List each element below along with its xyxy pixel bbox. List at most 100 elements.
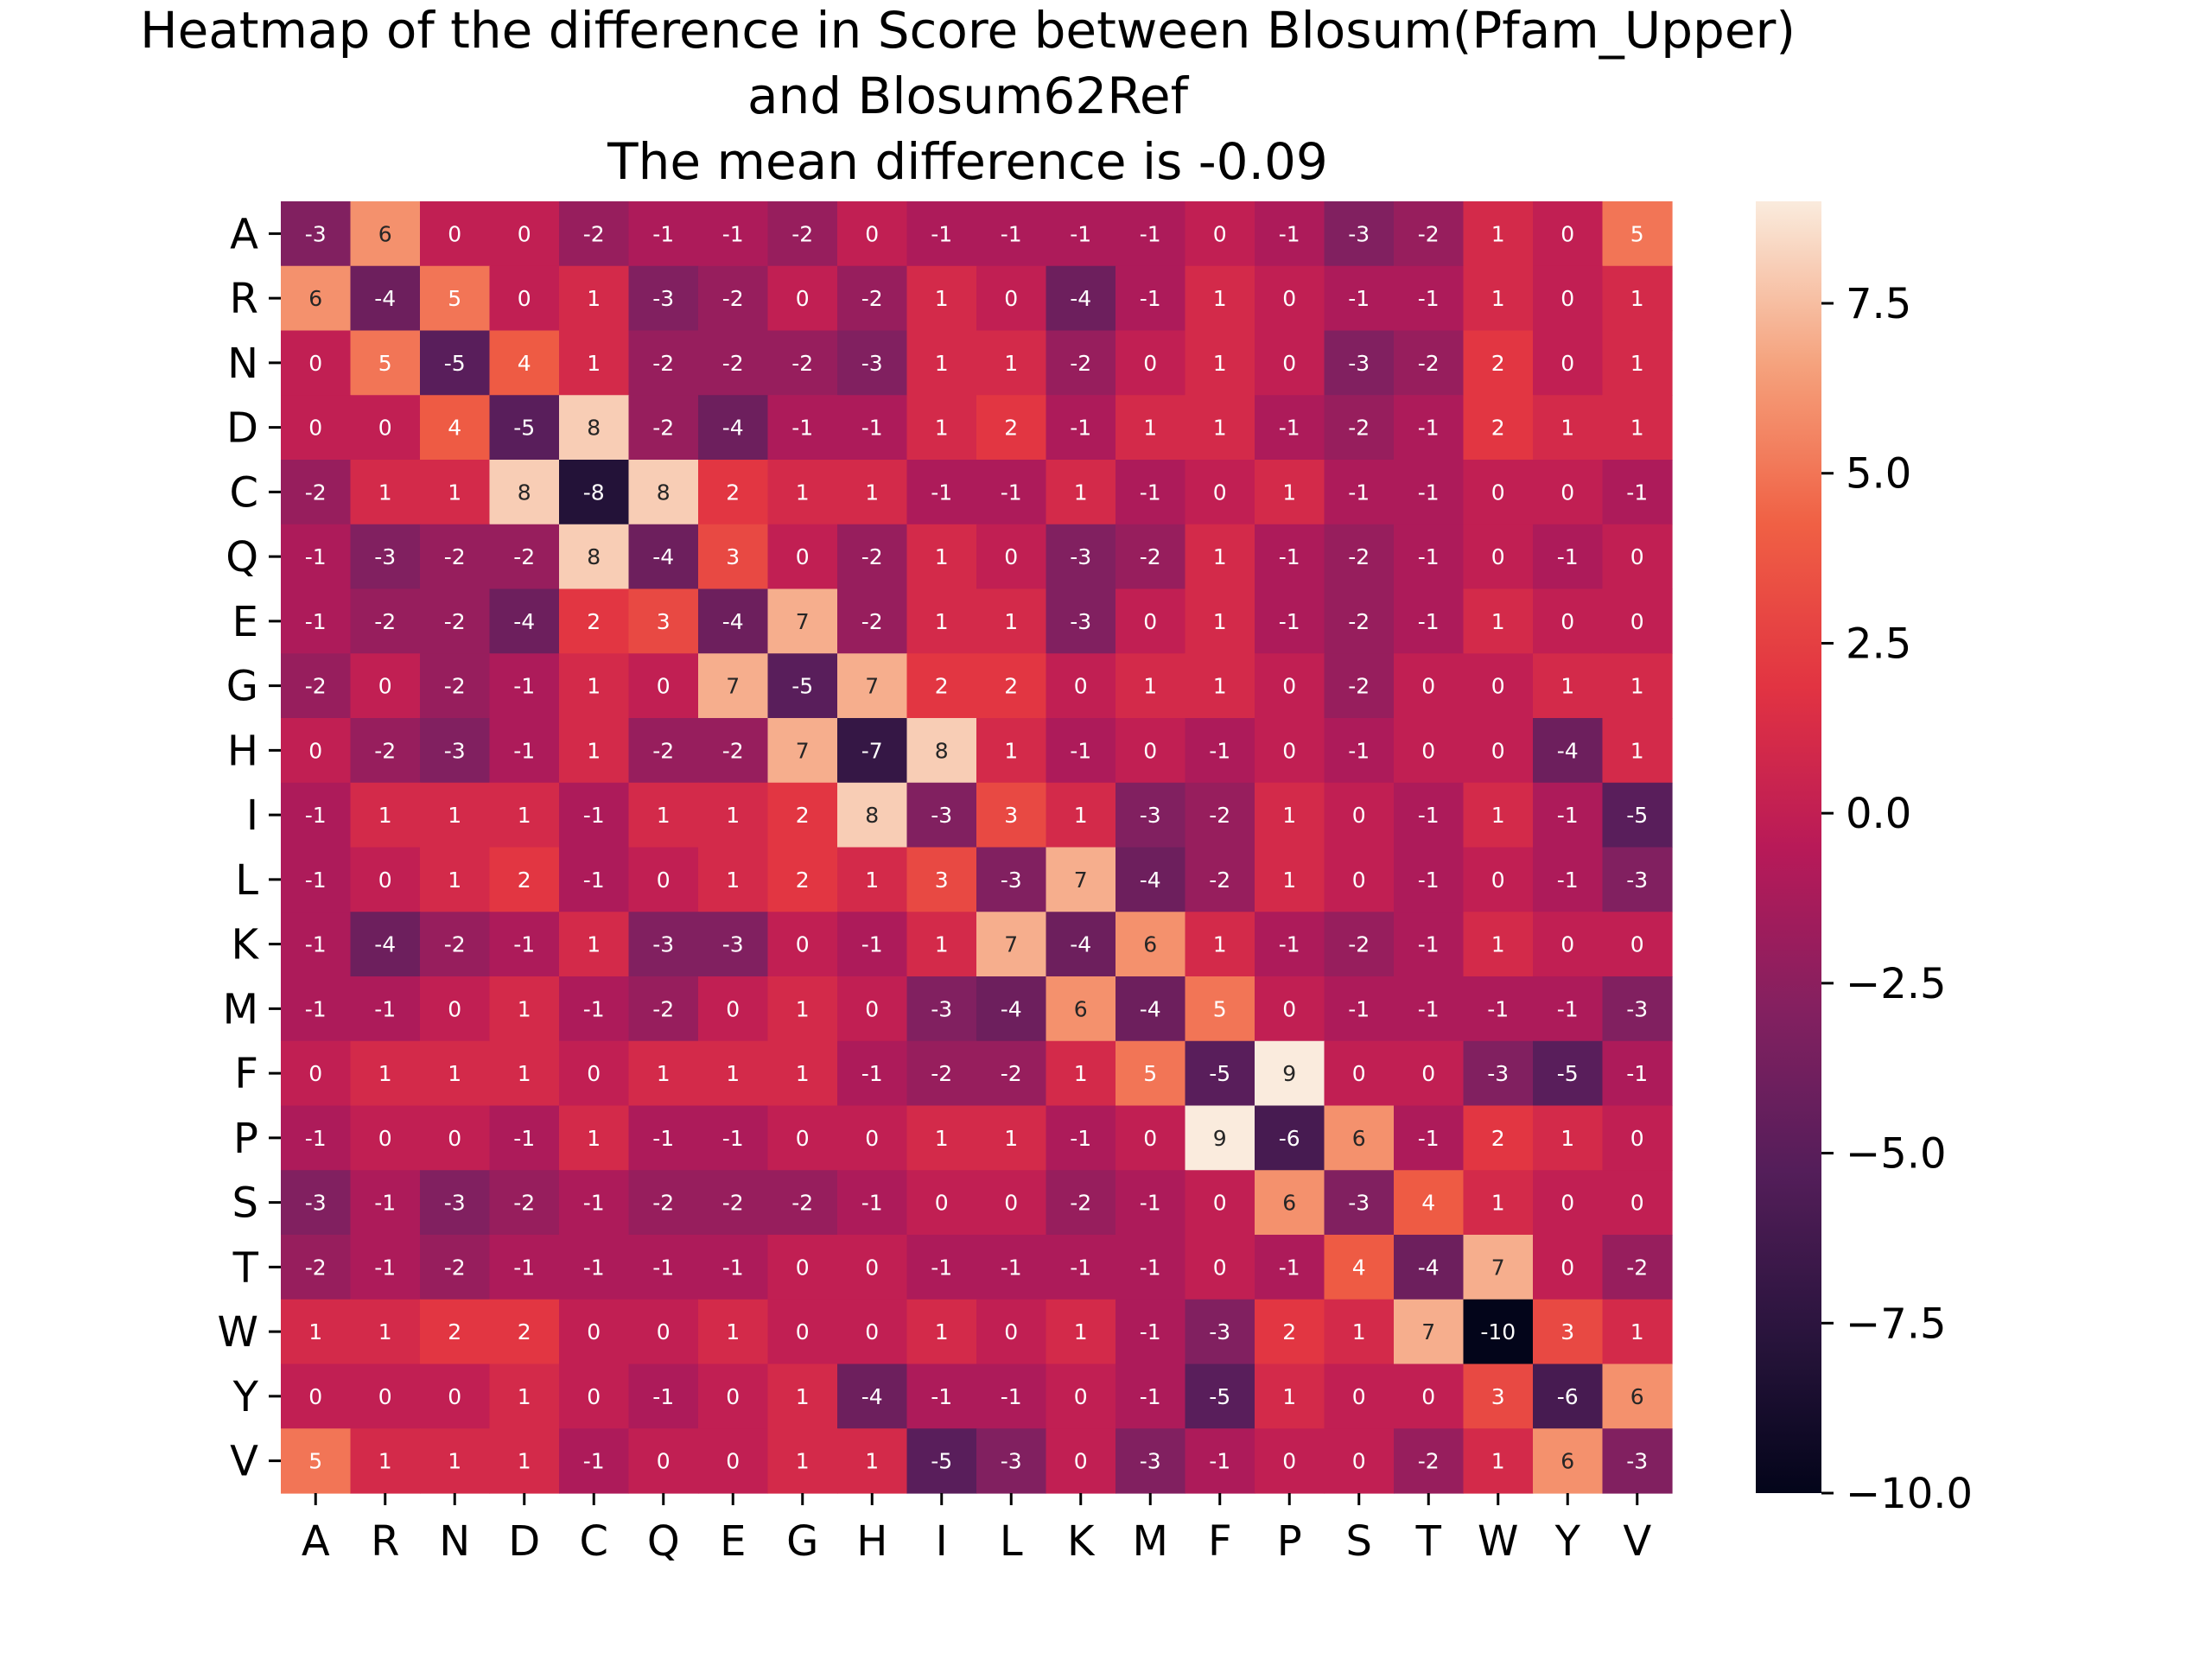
heatmap-cell-D-Q — [628, 395, 699, 461]
heatmap-cell-Y-R — [350, 1363, 421, 1429]
cell-value-C-A: -2 — [305, 480, 327, 505]
heatmap-cell-G-C — [559, 653, 630, 719]
heatmap-cell-P-K — [1046, 1105, 1116, 1171]
cell-value-A-S: -3 — [1348, 221, 1370, 246]
cell-value-G-H: 7 — [865, 674, 879, 699]
heatmap-cell-N-S — [1324, 330, 1395, 396]
cell-value-N-L: 1 — [1004, 351, 1018, 376]
heatmap-cell-I-M — [1116, 782, 1186, 849]
cell-value-H-T: 0 — [1421, 738, 1435, 763]
cell-value-G-L: 2 — [1004, 674, 1018, 699]
heatmap-cell-D-N — [420, 395, 491, 461]
heatmap-cell-C-G — [767, 460, 838, 525]
cell-value-C-T: -1 — [1418, 480, 1440, 505]
heatmap-cell-M-M — [1116, 976, 1186, 1042]
heatmap-cell-A-Q — [628, 201, 699, 267]
heatmap-cell-A-G — [767, 201, 838, 267]
cell-value-G-I: 2 — [935, 674, 949, 699]
heatmap-cell-I-A — [281, 782, 352, 849]
heatmap-cell-R-K — [1046, 265, 1116, 332]
cell-value-V-W: 1 — [1491, 1449, 1505, 1474]
heatmap-cell-G-T — [1394, 653, 1465, 719]
cell-value-E-A: -1 — [305, 609, 327, 634]
cell-value-S-M: -1 — [1140, 1191, 1161, 1216]
heatmap-cell-P-W — [1463, 1105, 1534, 1171]
heatmap-cell-Y-W — [1463, 1363, 1534, 1429]
heatmap-cell-V-E — [698, 1428, 769, 1494]
cell-value-F-Y: -5 — [1557, 1061, 1579, 1086]
cell-value-R-A: 6 — [308, 286, 322, 311]
cell-value-E-T: -1 — [1418, 609, 1440, 634]
cell-value-L-M: -4 — [1140, 868, 1161, 893]
heatmap-cell-I-P — [1255, 782, 1325, 849]
heatmap-cell-Q-A — [281, 524, 352, 590]
cell-value-Q-V: 0 — [1630, 544, 1644, 569]
heatmap-cell-T-A — [281, 1235, 352, 1300]
cell-value-C-D: 8 — [518, 480, 531, 505]
cell-value-D-E: -4 — [722, 416, 744, 441]
heatmap-cell-H-G — [767, 718, 838, 784]
cell-value-R-C: 1 — [587, 286, 601, 311]
cell-value-S-V: 0 — [1630, 1191, 1644, 1216]
cell-value-D-G: -1 — [791, 416, 813, 441]
y-tick-label-F: F — [234, 1050, 258, 1098]
cell-value-Q-R: -3 — [374, 544, 396, 569]
heatmap-cell-C-R — [350, 460, 421, 525]
heatmap-cell-G-V — [1602, 653, 1673, 719]
heatmap-cell-V-K — [1046, 1428, 1116, 1494]
heatmap-cell-N-E — [698, 330, 769, 396]
heatmap-cell-R-Q — [628, 265, 699, 332]
heatmap-cell-H-H — [837, 718, 908, 784]
heatmap-cell-N-Q — [628, 330, 699, 396]
heatmap-cell-H-I — [906, 718, 977, 784]
heatmap-cell-N-C — [559, 330, 630, 396]
heatmap-cell-F-H — [837, 1040, 908, 1107]
cell-value-W-A: 1 — [308, 1319, 322, 1344]
heatmap-cell-F-D — [489, 1040, 560, 1107]
cell-value-G-D: -1 — [513, 674, 535, 699]
cell-value-E-Y: 0 — [1560, 609, 1574, 634]
cell-value-K-W: 1 — [1491, 932, 1505, 957]
heatmap-cell-N-H — [837, 330, 908, 396]
heatmap-cell-K-C — [559, 912, 630, 977]
heatmap-cell-S-K — [1046, 1170, 1116, 1236]
heatmap-cell-Y-K — [1046, 1363, 1116, 1429]
y-tick-label-M: M — [223, 985, 258, 1033]
cell-value-T-K: -1 — [1070, 1255, 1091, 1280]
heatmap-cell-A-R — [350, 201, 421, 267]
chart-title-line-1: Heatmap of the difference in Score betwe… — [139, 1, 1796, 60]
heatmap-cell-W-K — [1046, 1299, 1116, 1365]
cell-value-Q-Q: -4 — [652, 544, 674, 569]
cell-value-H-F: -1 — [1209, 738, 1230, 763]
cell-value-M-M: -4 — [1140, 996, 1161, 1021]
heatmap-cell-I-R — [350, 782, 421, 849]
heatmap-cell-M-K — [1046, 976, 1116, 1042]
cell-value-N-A: 0 — [308, 351, 322, 376]
heatmap-cell-N-F — [1185, 330, 1255, 396]
heatmap-cell-E-V — [1602, 588, 1673, 654]
heatmap-cell-W-W — [1463, 1299, 1534, 1365]
cell-value-Y-W: 3 — [1491, 1384, 1505, 1409]
cell-value-T-H: 0 — [865, 1255, 879, 1280]
heatmap-cell-P-T — [1394, 1105, 1465, 1171]
heatmap-cell-P-A — [281, 1105, 352, 1171]
cell-value-H-D: -1 — [513, 738, 535, 763]
cell-value-G-P: 0 — [1282, 674, 1296, 699]
heatmap-cell-K-I — [906, 912, 977, 977]
heatmap-cell-L-P — [1255, 847, 1325, 912]
cell-value-R-H: -2 — [861, 286, 883, 311]
cell-value-Y-F: -5 — [1209, 1384, 1230, 1409]
cell-value-L-Q: 0 — [657, 868, 671, 893]
cell-value-W-M: -1 — [1140, 1319, 1161, 1344]
heatmap-cell-L-Y — [1533, 847, 1604, 912]
cell-value-G-K: 0 — [1074, 674, 1088, 699]
cell-value-M-A: -1 — [305, 996, 327, 1021]
cell-value-D-Y: 1 — [1560, 416, 1574, 441]
heatmap-cell-K-Y — [1533, 912, 1604, 977]
cell-value-N-K: -2 — [1070, 351, 1091, 376]
heatmap-cell-E-K — [1046, 588, 1116, 654]
cell-value-N-P: 0 — [1282, 351, 1296, 376]
cell-value-M-R: -1 — [374, 996, 396, 1021]
cell-value-A-E: -1 — [722, 221, 744, 246]
